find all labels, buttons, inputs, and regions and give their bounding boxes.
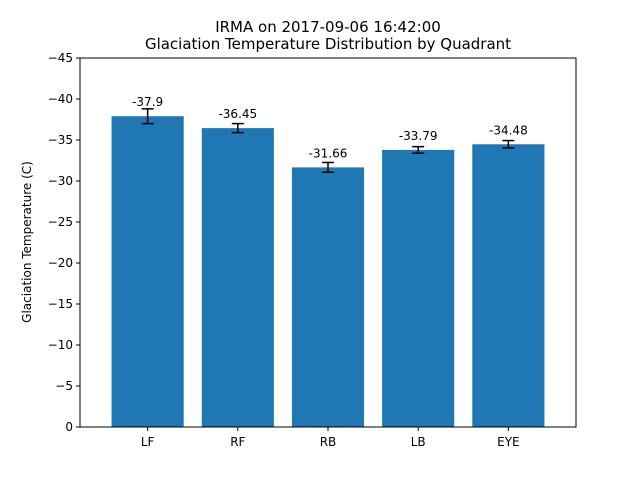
y-tick-label-0: 0 — [65, 420, 73, 434]
chart-title-line-1: IRMA on 2017-09-06 16:42:00 — [215, 18, 441, 36]
x-tick-label-eye: EYE — [497, 435, 520, 449]
y-tick-label-1: −5 — [55, 379, 73, 393]
data-label-lf: -37.9 — [132, 95, 163, 109]
y-tick-label-4: −20 — [48, 256, 73, 270]
x-tick-label-lb: LB — [411, 435, 426, 449]
x-tick-label-lf: LF — [141, 435, 155, 449]
data-label-rb: -31.66 — [309, 146, 348, 160]
bar-eye — [472, 144, 545, 427]
bar-rf — [201, 128, 274, 428]
bar-lf — [111, 116, 184, 427]
data-label-rf: -36.45 — [218, 107, 257, 121]
y-tick-label-9: −45 — [48, 51, 73, 65]
y-tick-label-6: −30 — [48, 174, 73, 188]
x-tick-label-rb: RB — [320, 435, 337, 449]
data-label-lb: -33.79 — [399, 129, 438, 143]
y-tick-label-3: −15 — [48, 297, 73, 311]
y-axis-label: Glaciation Temperature (C) — [20, 161, 34, 323]
plot-area: -37.9 LF -36.45 RF -31.66 RB -33.79 LB -34.48 EYE… — [48, 51, 577, 449]
data-label-eye: -34.48 — [489, 123, 528, 137]
y-tick-label-5: −25 — [48, 215, 73, 229]
bar-lb — [382, 149, 455, 427]
chart-title-line-2: Glaciation Temperature Distribution by Q… — [145, 35, 511, 53]
bar-rb — [291, 167, 365, 427]
y-tick-label-2: −10 — [48, 338, 73, 352]
y-tick-label-8: −40 — [48, 92, 73, 106]
plot-frame — [79, 57, 577, 428]
y-tick-label-7: −35 — [48, 133, 73, 147]
x-tick-label-rf: RF — [230, 435, 245, 449]
